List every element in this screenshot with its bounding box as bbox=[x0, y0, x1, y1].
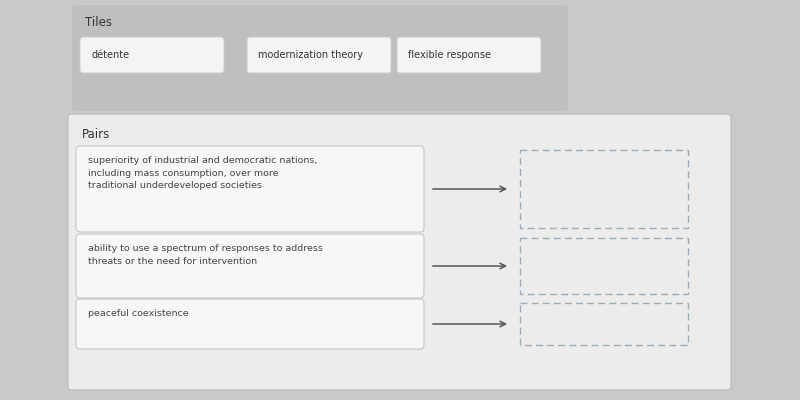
Text: Tiles: Tiles bbox=[85, 16, 112, 28]
Text: flexible response: flexible response bbox=[408, 50, 491, 60]
FancyBboxPatch shape bbox=[68, 114, 731, 390]
Text: superiority of industrial and democratic nations,
including mass consumption, ov: superiority of industrial and democratic… bbox=[88, 156, 318, 190]
FancyBboxPatch shape bbox=[76, 299, 424, 349]
Text: Pairs: Pairs bbox=[82, 128, 110, 140]
FancyBboxPatch shape bbox=[247, 37, 391, 73]
FancyBboxPatch shape bbox=[76, 146, 424, 232]
FancyBboxPatch shape bbox=[72, 5, 568, 111]
Text: ability to use a spectrum of responses to address
threats or the need for interv: ability to use a spectrum of responses t… bbox=[88, 244, 323, 266]
FancyBboxPatch shape bbox=[80, 37, 224, 73]
Text: modernization theory: modernization theory bbox=[258, 50, 363, 60]
Text: peaceful coexistence: peaceful coexistence bbox=[88, 309, 189, 318]
FancyBboxPatch shape bbox=[76, 234, 424, 298]
FancyBboxPatch shape bbox=[397, 37, 541, 73]
Text: détente: détente bbox=[91, 50, 129, 60]
